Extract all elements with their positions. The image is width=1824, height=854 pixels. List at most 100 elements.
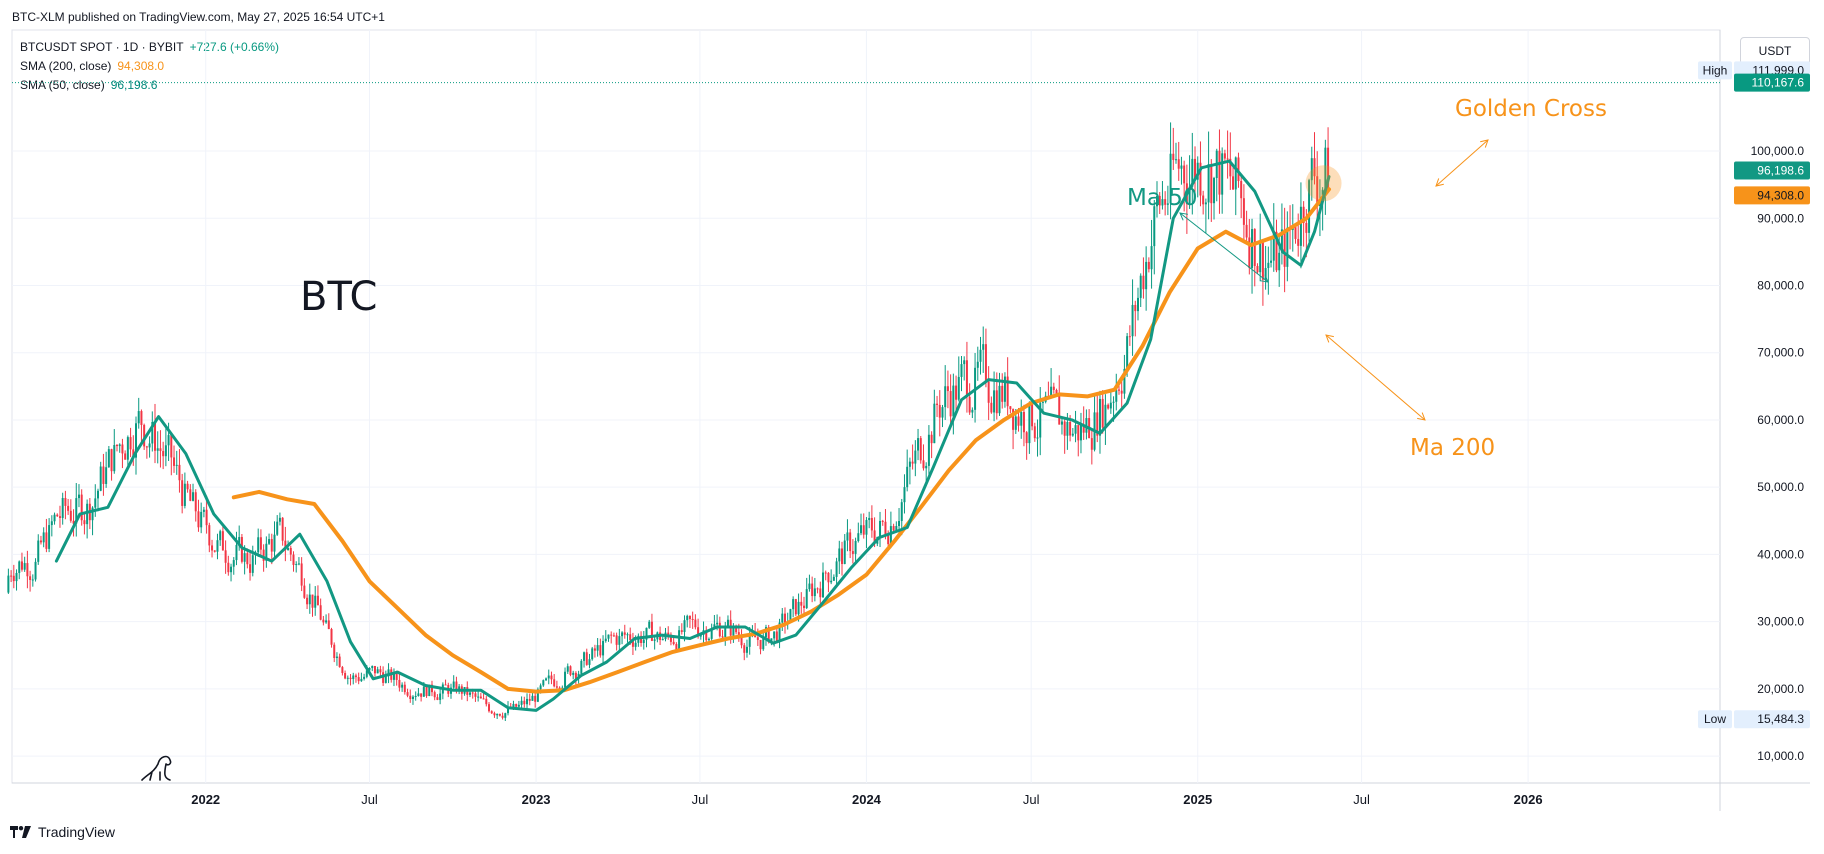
candle-body — [211, 545, 214, 551]
candle — [1085, 409, 1088, 440]
candle-body — [12, 575, 15, 582]
candle — [748, 627, 751, 655]
candle — [827, 572, 830, 593]
candle-body — [735, 626, 738, 633]
candle-body — [213, 550, 216, 552]
candle-body — [963, 360, 966, 365]
candle — [895, 521, 898, 532]
candle-body — [775, 631, 778, 642]
candle-body — [1180, 165, 1183, 169]
candle — [881, 519, 884, 526]
candle-body — [816, 588, 819, 590]
candle-body — [1098, 398, 1101, 436]
candle — [83, 514, 86, 535]
candle-body — [1063, 421, 1066, 436]
candle-body — [45, 532, 48, 549]
candle — [86, 499, 89, 539]
candle-body — [534, 695, 537, 702]
candle — [661, 636, 664, 641]
candle-body — [135, 423, 138, 458]
candle — [1213, 176, 1216, 220]
candle-body — [259, 537, 262, 550]
sma200-tag-bg — [1734, 186, 1810, 205]
candle — [124, 450, 127, 460]
legend-symbol: BTCUSDT SPOT · 1D · BYBIT — [20, 40, 184, 54]
candle — [854, 537, 857, 565]
candle — [18, 560, 21, 580]
annotations: BTC Golden Cross Ma 50 Ma 200 — [141, 96, 1607, 781]
candle — [944, 365, 947, 420]
candle-body — [1202, 195, 1205, 205]
candle — [1077, 424, 1080, 457]
candle — [569, 665, 572, 677]
candle — [403, 681, 406, 695]
y-tick-label: 70,000.0 — [1757, 346, 1804, 360]
candle-body — [471, 692, 474, 694]
candle — [1294, 227, 1297, 244]
candle — [1115, 373, 1118, 411]
candle — [501, 712, 504, 720]
candle-body — [281, 517, 284, 541]
candle — [181, 473, 184, 514]
tradingview-footer[interactable]: TradingView — [10, 824, 115, 840]
candle-body — [42, 532, 45, 543]
candle-body — [219, 531, 222, 541]
candle-body — [230, 566, 233, 573]
candle-body — [553, 679, 556, 687]
candle — [257, 528, 260, 557]
candle-body — [284, 540, 287, 551]
candle-body — [691, 618, 694, 620]
candle-body — [189, 489, 192, 501]
chart-legend: BTCUSDT SPOT · 1D · BYBIT +727.6 (+0.66%)… — [20, 38, 279, 95]
candle — [591, 646, 594, 661]
y-tick-label: 30,000.0 — [1757, 615, 1804, 629]
candle-body — [1123, 368, 1126, 394]
legend-sma200-row[interactable]: SMA (200, close) 94,308.0 — [20, 57, 279, 76]
candle-body — [1077, 425, 1080, 441]
candle — [1142, 257, 1145, 299]
candle-body — [919, 438, 922, 461]
candle — [268, 533, 271, 545]
candle-body — [246, 553, 249, 565]
candle — [1204, 198, 1207, 233]
candle-body — [667, 632, 670, 635]
golden-cross-label: Golden Cross — [1455, 96, 1607, 122]
candle — [479, 692, 482, 699]
currency-button[interactable]: USDT — [1740, 37, 1810, 65]
candle-body — [433, 692, 436, 698]
candle-body — [430, 684, 433, 693]
candle-body — [1204, 202, 1207, 205]
candle-body — [99, 466, 102, 491]
candle-body — [338, 656, 341, 668]
candle — [469, 691, 472, 698]
candle-body — [1286, 227, 1289, 267]
candle — [631, 632, 634, 655]
candle-body — [1055, 389, 1058, 395]
candle — [621, 631, 624, 645]
candle-body — [1041, 401, 1044, 403]
candle — [688, 615, 691, 629]
candle — [1210, 159, 1213, 222]
candle-body — [37, 540, 40, 562]
candle-body — [813, 588, 816, 597]
candle — [1169, 122, 1172, 220]
candle — [585, 648, 588, 666]
candle-body — [1150, 246, 1153, 270]
ma200-arrow-head — [1417, 412, 1426, 421]
candle — [29, 570, 32, 592]
candle-body — [1299, 206, 1302, 246]
candle — [743, 642, 746, 661]
candle-body — [944, 386, 947, 408]
candle — [249, 552, 252, 581]
candle — [1001, 373, 1004, 409]
candle-body — [1242, 198, 1245, 225]
candle — [1324, 139, 1327, 215]
candle-body — [316, 595, 319, 606]
candle-body — [1240, 181, 1243, 199]
candle-body — [1248, 237, 1251, 268]
candle-body — [498, 713, 501, 716]
legend-sma50-row[interactable]: SMA (50, close) 96,198.6 — [20, 76, 279, 95]
candle — [1251, 218, 1254, 294]
candle-body — [173, 457, 176, 466]
